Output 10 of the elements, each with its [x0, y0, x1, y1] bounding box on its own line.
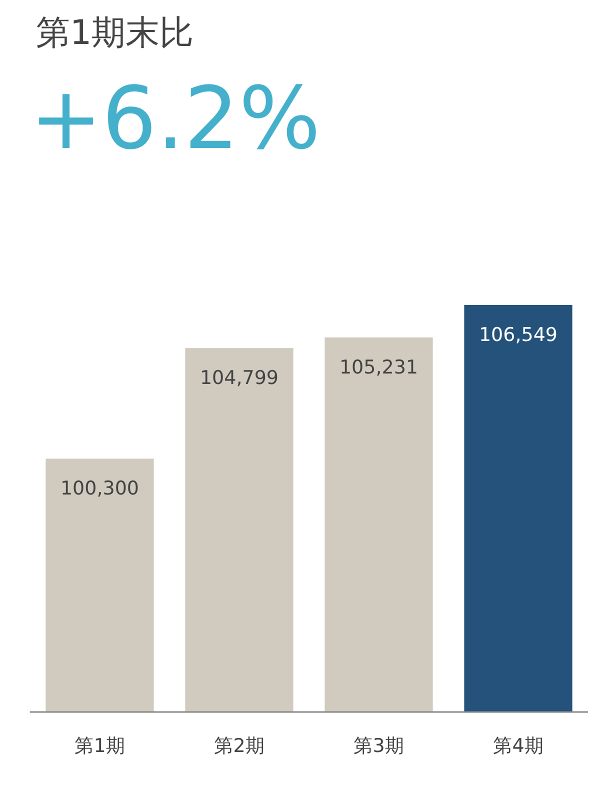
chart-subtitle: +6.2%	[30, 69, 321, 169]
data-label: 104,799	[200, 367, 279, 390]
chart-title: 第1期末比	[36, 13, 194, 53]
x-tick-label: 第1期	[74, 735, 125, 757]
x-tick-label: 第4期	[493, 735, 544, 757]
data-label: 100,300	[60, 478, 140, 500]
data-label: 105,231	[339, 356, 418, 378]
data-label: 106,549	[478, 324, 558, 346]
x-tick-label: 第2期	[214, 735, 264, 757]
x-tick-label: 第3期	[354, 735, 404, 757]
